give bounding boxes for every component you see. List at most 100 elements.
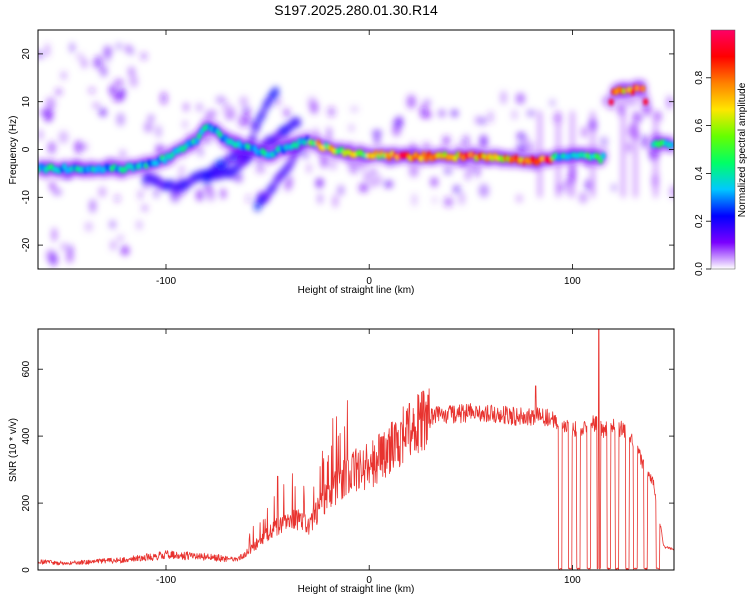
speckle-blob [256,158,263,166]
speckle-blob [183,103,189,112]
speckle-blob [337,185,345,196]
speckle-blob [93,59,98,68]
speckle-blob [409,165,419,178]
ridge-core-blob [643,98,648,106]
speckle-blob [423,99,431,107]
speckle-blob [451,109,458,117]
colorbar-tick-label: 0.0 [694,262,705,276]
snr-marks [38,329,674,570]
colorbar-tick-label: 0.6 [694,118,705,132]
spectrogram-x-tick-label: -100 [156,276,176,287]
speckle-blob [141,205,148,212]
speckle-blob [109,86,115,95]
speckle-blob [47,141,56,154]
snr-panel: -100 0 100 0 200 400 600 Height of straight l… [8,328,675,595]
speckle-blob [480,117,486,125]
speckle-blob [600,136,608,147]
speckle-blob [549,99,556,107]
speckle-blob [208,109,217,118]
speckle-blob [141,52,147,60]
speckle-blob [479,134,488,149]
speckle-blob [61,71,67,80]
speckle-blob [225,113,234,120]
colorbar-tick-label: 0.2 [694,214,705,228]
speckle-blob [432,196,437,205]
snr-series-line [38,329,674,570]
speckle-blob [363,172,371,182]
speckle-blob [327,126,332,140]
spectrogram-y-tick-label: 20 [21,48,32,60]
speckle-blob [358,183,369,193]
speckle-blob [369,168,378,177]
ridge-core-blob [600,152,606,160]
speckle-blob [372,129,382,137]
speckle-blob [478,183,489,198]
speckle-blob [119,149,126,159]
speckle-blob [285,179,291,192]
speckle-blob [641,134,649,149]
ridge-core-blob [640,85,646,92]
speckle-blob [117,88,125,102]
speckle-blob [500,90,507,105]
speckle-blob [516,132,526,140]
snr-x-tick-label: -100 [156,575,176,586]
speckle-blob [348,124,355,132]
snr-y-tick-label: 400 [21,427,32,444]
speckle-blob [443,135,451,145]
ridge-core-group [38,84,674,174]
secondary-ridge-blob [272,86,279,97]
ridge-core-blob [162,157,168,164]
colorbar-tick-label: 0.8 [694,70,705,84]
speckle-blob [320,154,328,169]
speckle-blob [45,43,50,57]
snr-x-tick-label: 0 [366,575,372,586]
speckle-blob [234,172,243,183]
speckle-blob [468,162,474,174]
snr-frame [37,328,675,571]
snr-x-ticks: -100 0 100 [156,329,581,586]
speckle-blob [666,95,673,110]
colorbar: 0.0 0.2 0.4 0.6 0.8 Normalized spectral ampl… [694,29,748,276]
speckle-blob [110,240,117,251]
ridge-core-blob [669,141,674,149]
speckle-blob [109,220,116,229]
speckle-blob [361,164,367,173]
speckle-blob [114,79,124,86]
ridge-core-blob [598,157,603,164]
speckle-blob [207,183,212,196]
chart-title: S197.2025.280.01.30.R14 [274,2,438,18]
spectrogram-x-label: Height of straight line (km) [298,285,415,296]
secondary-ridge-blob [249,132,257,143]
speckle-blob [516,194,523,203]
speckle-blob [626,99,631,107]
speckle-blob [349,161,359,175]
speckle-blob [307,96,317,110]
speckle-blob [301,150,310,159]
snr-y-label: SNR (10 * v/v) [8,418,19,482]
speckle-blob [144,122,153,133]
speckle-blob [138,190,143,200]
speckle-blob [458,191,465,206]
speckle-blob [368,178,378,188]
speckle-blob [116,42,122,50]
speckle-blob [475,115,481,125]
speckle-blob [465,170,471,181]
speckle-blob [155,144,165,153]
speckle-blob [350,106,359,113]
secondary-ridge-blob [253,121,260,132]
speckle-blob [92,102,101,109]
speckle-blob [255,166,266,174]
speckle-blob [153,188,159,199]
speckle-blob [632,98,638,107]
speckle-blob [453,185,461,194]
speckle-blob [511,109,518,121]
speckle-blob [393,117,403,128]
speckle-blob [147,114,155,122]
speckle-blob [38,129,43,141]
snr-y-tick-label: 0 [21,567,32,573]
speckle-blob [99,108,107,117]
speckle-blob [626,141,632,153]
vertical-streak [538,111,542,198]
speckle-blob [82,143,88,151]
